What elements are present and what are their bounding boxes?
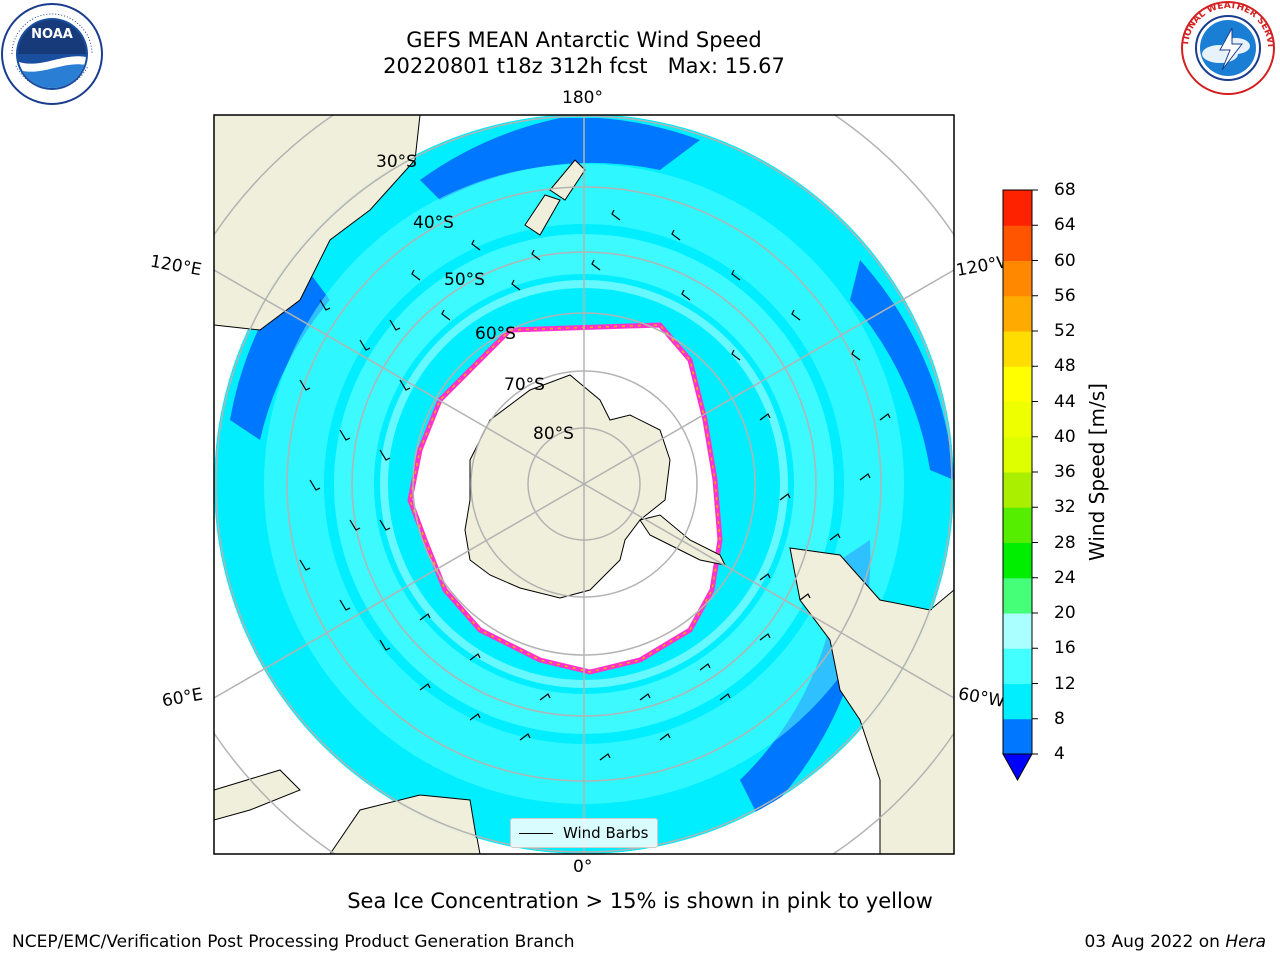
colorbar-tick-label: 20 — [1054, 603, 1076, 623]
antarctica-land — [464, 374, 726, 599]
colorbar-band — [1003, 718, 1032, 755]
footer-date-text: 03 Aug 2022 on — [1084, 932, 1226, 952]
graticule — [214, 115, 954, 854]
colorbar — [1002, 189, 1038, 782]
footer-credit: NCEP/EMC/Verification Post Processing Pr… — [12, 932, 575, 952]
colorbar-tick-label: 48 — [1054, 356, 1076, 377]
colorbar-tick-label: 60 — [1054, 250, 1076, 271]
legend-line-swatch — [519, 832, 553, 834]
colorbar-tick-label: 4 — [1054, 744, 1065, 764]
lon-label-180: 180° — [562, 88, 603, 108]
colorbar-tick-label: 68 — [1054, 180, 1076, 200]
lon-label-0: 0° — [573, 857, 593, 877]
lat-label-40s: 40°S — [413, 213, 454, 233]
colorbar-tick-label: 12 — [1054, 673, 1076, 694]
colorbar-tick-label: 64 — [1054, 215, 1076, 236]
colorbar-band — [1003, 472, 1032, 508]
lat-label-80s: 80°S — [533, 424, 574, 444]
colorbar-band — [1003, 648, 1032, 684]
colorbar-band — [1003, 225, 1032, 261]
map-title: GEFS MEAN Antarctic Wind Speed — [406, 28, 762, 52]
lat-label-30s: 30°S — [376, 152, 417, 172]
colorbar-band — [1003, 260, 1032, 297]
colorbar-band — [1003, 577, 1032, 614]
wind-barbs-legend: Wind Barbs — [510, 818, 658, 848]
footer-date: 03 Aug 2022 on Hera — [1084, 932, 1266, 952]
colorbar-label: Wind Speed [m/s] — [1085, 383, 1109, 561]
colorbar-band — [1003, 295, 1032, 332]
map-subtitle-forecast: 20220801 t18z 312h fcst Max: 15.67 — [383, 54, 785, 78]
lat-label-70s: 70°S — [504, 375, 545, 395]
colorbar-band — [1003, 436, 1032, 473]
colorbar-tick-label: 8 — [1054, 708, 1065, 729]
legend-label: Wind Barbs — [563, 824, 649, 842]
lat-label-60s: 60°S — [475, 324, 516, 344]
colorbar-band — [1003, 401, 1032, 438]
colorbar-band — [1003, 190, 1032, 226]
colorbar-band — [1003, 542, 1032, 579]
lat-label-50s: 50°S — [444, 270, 485, 290]
africa-land — [214, 769, 301, 821]
map-frame — [213, 114, 955, 855]
colorbar-tick-label: 56 — [1054, 285, 1076, 306]
colorbar-band — [1003, 366, 1032, 402]
colorbar-tick-label: 16 — [1054, 638, 1076, 659]
colorbar-tick-label: 40 — [1054, 426, 1076, 447]
colorbar-band — [1003, 331, 1032, 367]
colorbar-tick-label: 32 — [1054, 497, 1076, 518]
nws-logo: NATIONAL WEATHER SERVICE — [1176, 0, 1275, 95]
colorbar-band — [1003, 507, 1032, 543]
wind-barbs — [299, 209, 891, 761]
colorbar-tick-label: 36 — [1054, 462, 1076, 482]
colorbar-tick-label: 24 — [1054, 567, 1076, 588]
colorbar-tick-label: 44 — [1054, 391, 1076, 412]
colorbar-tick-label: 52 — [1054, 321, 1076, 341]
sea-ice-note: Sea Ice Concentration > 15% is shown in … — [347, 889, 933, 913]
footer-host: Hera — [1225, 932, 1266, 952]
noaa-logo: NOAA — [1, 3, 103, 105]
colorbar-band — [1003, 683, 1032, 720]
colorbar-band — [1003, 613, 1032, 649]
svg-text:NOAA: NOAA — [31, 27, 73, 42]
colorbar-tick-label: 28 — [1054, 532, 1076, 553]
